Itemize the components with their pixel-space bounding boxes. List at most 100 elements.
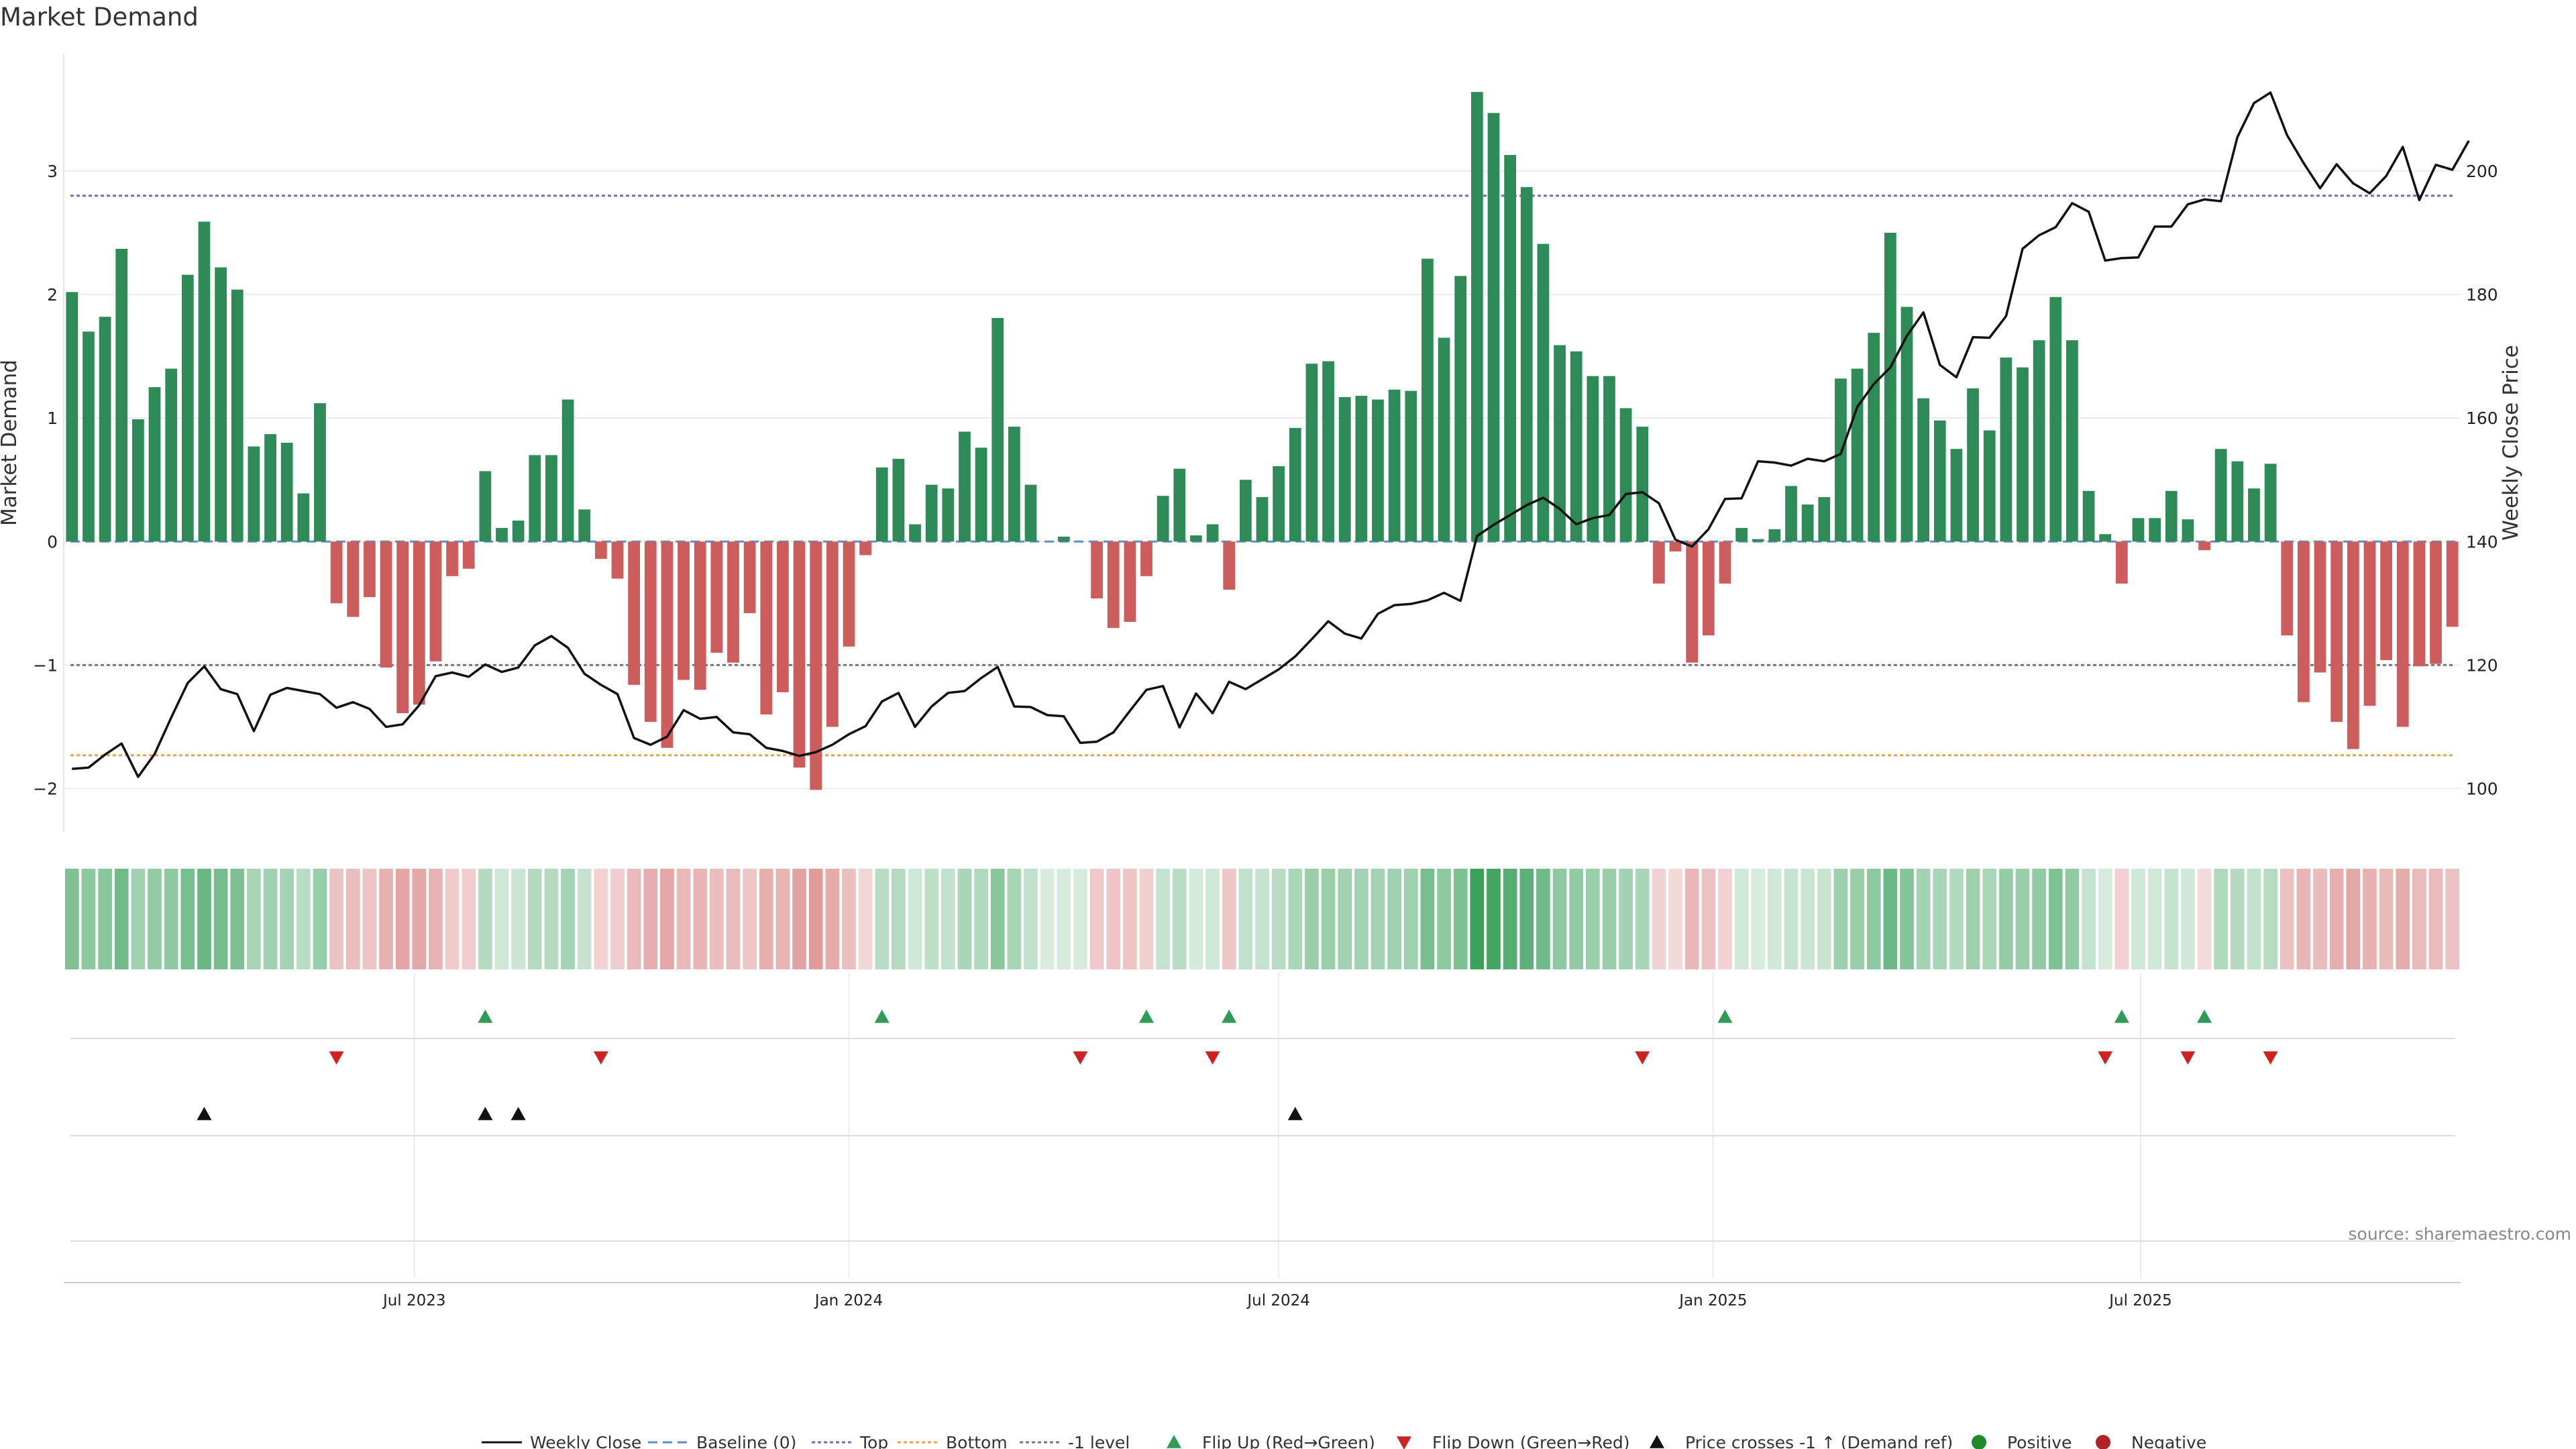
legend-label: Negative (2131, 1433, 2206, 1449)
legend-label: Flip Up (Red→Green) (1202, 1433, 1375, 1449)
negative-bar (843, 541, 855, 647)
heat-cell (230, 869, 245, 969)
negative-bar (2363, 541, 2376, 706)
heat-cell (1123, 869, 1137, 969)
heat-cell (1040, 869, 1055, 969)
positive-bar (925, 484, 938, 542)
heat-cell (329, 869, 343, 969)
positive-bar (1470, 92, 1483, 542)
heat-cell (676, 869, 691, 969)
heat-cell (892, 869, 906, 969)
heat-cell (2428, 869, 2443, 969)
flip-down-marker (1205, 1051, 1220, 1065)
negative-bar (446, 541, 458, 576)
positive-bar (215, 267, 227, 542)
heat-cell (643, 869, 658, 969)
positive-bar (1504, 154, 1516, 542)
positive-bar (99, 317, 111, 542)
heat-cell (2346, 869, 2361, 969)
positive-bar (1520, 186, 1533, 542)
positive-bar (314, 403, 326, 542)
legend-label: Positive (2007, 1433, 2072, 1449)
heat-cell (412, 869, 427, 969)
heat-cell (164, 869, 178, 969)
positive-bar (1636, 427, 1649, 542)
heat-cell (726, 869, 741, 969)
positive-bar (578, 509, 591, 542)
positive-bar (942, 488, 955, 542)
heat-cell (842, 869, 856, 969)
reference-lines (70, 195, 2455, 757)
heat-cell (924, 869, 939, 969)
heat-cell (1222, 869, 1236, 969)
heat-cell (577, 869, 592, 969)
left-axis-label: Market Demand (0, 360, 21, 526)
positive-bar (975, 447, 987, 542)
positive-bar (1008, 427, 1020, 542)
negative-bar (777, 541, 789, 692)
heat-cell (2247, 869, 2261, 969)
positive-bar (1967, 388, 1979, 542)
positive-bar (1355, 396, 1368, 542)
negative-bar (810, 541, 822, 790)
heat-cell (98, 869, 112, 969)
heat-cell (2082, 869, 2096, 969)
positive-bar (2049, 297, 2062, 542)
legend-swatch (1167, 1435, 1181, 1448)
chart-title: Market Demand (0, 3, 199, 32)
legend-label: -1 level (1068, 1433, 1130, 1449)
right-tick-label: 160 (2466, 409, 2498, 428)
negative-bar (347, 541, 360, 617)
positive-bar (1900, 307, 1913, 542)
heat-cell (2279, 869, 2294, 969)
heat-cell (693, 869, 708, 969)
flip-down-marker (329, 1051, 344, 1065)
heat-cell (1338, 869, 1352, 969)
left-axis-ticks: 3 2 1 0 −1 −2 (33, 162, 58, 799)
heat-cell (2147, 869, 2162, 969)
legend-swatch (1650, 1435, 1664, 1448)
negative-bar (727, 541, 739, 663)
positive-bar (1619, 408, 1632, 542)
heat-cell (2032, 869, 2046, 969)
positive-bar (280, 443, 293, 542)
positive-bar (909, 524, 921, 542)
heat-cell (2379, 869, 2394, 969)
legend: Weekly Close Baseline (0) Top Bottom -1 leve… (482, 1433, 2206, 1449)
heat-cell (1652, 869, 1666, 969)
right-axis-label: Weekly Close Price (2499, 345, 2523, 541)
positive-bar (1818, 497, 1831, 542)
positive-bar (496, 528, 508, 542)
heat-cell (957, 869, 972, 969)
positive-bar (1554, 345, 1566, 542)
heat-cell (1619, 869, 1633, 969)
heat-cell (1172, 869, 1187, 969)
negative-bar (1686, 541, 1699, 663)
positive-bar (1024, 484, 1037, 542)
negative-bar (661, 541, 674, 748)
heat-cell (2329, 869, 2344, 969)
flip-up-marker (874, 1010, 890, 1023)
flip-down-marker (1073, 1051, 1088, 1065)
positive-bar (264, 434, 276, 542)
heat-cell (263, 869, 278, 969)
event-markers (64, 1010, 2461, 1283)
positive-bar (2248, 488, 2260, 542)
heat-cell (213, 869, 228, 969)
negative-bar (413, 541, 425, 705)
positive-bar (2231, 461, 2244, 542)
negative-bar (710, 541, 723, 653)
negative-bar (2430, 541, 2442, 664)
heat-cell (1916, 869, 1931, 969)
legend-swatch (1972, 1435, 1986, 1449)
positive-bar (479, 471, 492, 542)
negative-bar (2413, 541, 2426, 667)
price-line-layer (72, 91, 2470, 778)
negative-bar (859, 541, 871, 555)
heat-cell (941, 869, 955, 969)
heat-cell (114, 869, 129, 969)
heat-cell (1305, 869, 1319, 969)
left-tick-label: 0 (47, 532, 58, 551)
positive-bar (2149, 518, 2161, 542)
